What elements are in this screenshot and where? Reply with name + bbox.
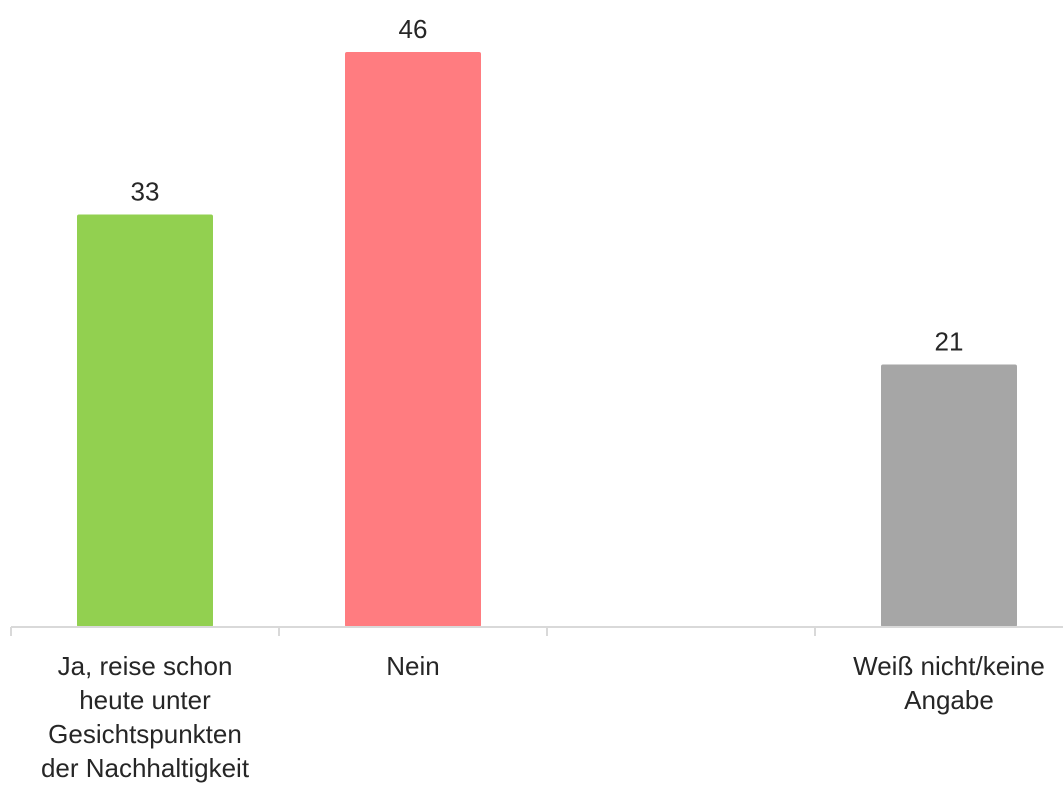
bar-1 xyxy=(345,52,481,627)
value-label-1: 46 xyxy=(399,14,428,44)
bar-3 xyxy=(881,364,1017,627)
category-label-line: heute unter xyxy=(79,685,211,715)
value-label-3: 21 xyxy=(935,327,964,357)
value-label-0: 33 xyxy=(131,177,160,207)
x-axis xyxy=(10,626,1063,636)
category-label-line: Weiß nicht/keine xyxy=(853,651,1045,681)
category-label-1: Nein xyxy=(279,649,547,683)
category-label-line: Gesichtspunkten xyxy=(48,719,242,749)
category-label-line: Angabe xyxy=(904,685,994,715)
value-labels-group: 33 46 21 xyxy=(131,14,964,357)
bars-group xyxy=(77,52,1017,627)
category-label-line: Nein xyxy=(386,651,440,681)
category-label-0: Ja, reise schon heute unter Gesichtspunkte… xyxy=(11,649,279,785)
category-label-line: der Nachhaltigkeit xyxy=(40,753,250,783)
category-label-line: Ja, reise schon xyxy=(57,651,233,681)
category-label-3: Weiß nicht/keine Angabe xyxy=(815,649,1063,717)
bar-0 xyxy=(77,214,213,627)
